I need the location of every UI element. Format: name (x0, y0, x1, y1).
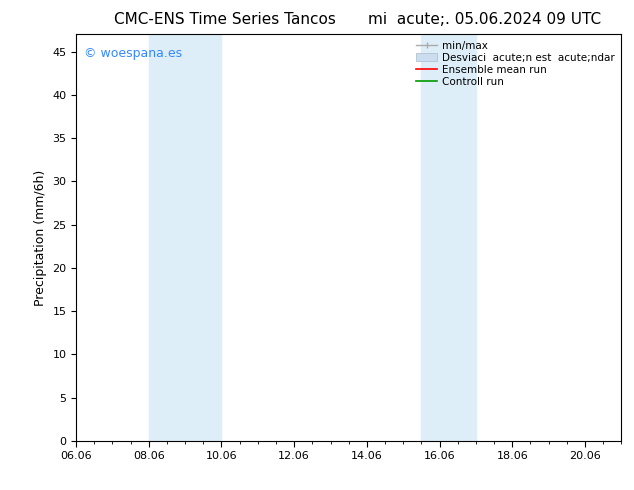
Text: © woespana.es: © woespana.es (84, 47, 183, 59)
Bar (422, 34, 476, 441)
Bar (149, 34, 221, 441)
Legend: min/max, Desviaci  acute;n est  acute;ndar, Ensemble mean run, Controll run: min/max, Desviaci acute;n est acute;ndar… (413, 37, 618, 90)
Y-axis label: Precipitation (mm/6h): Precipitation (mm/6h) (34, 170, 47, 306)
Text: CMC-ENS Time Series Tancos: CMC-ENS Time Series Tancos (114, 12, 336, 27)
Text: mi  acute;. 05.06.2024 09 UTC: mi acute;. 05.06.2024 09 UTC (368, 12, 601, 27)
